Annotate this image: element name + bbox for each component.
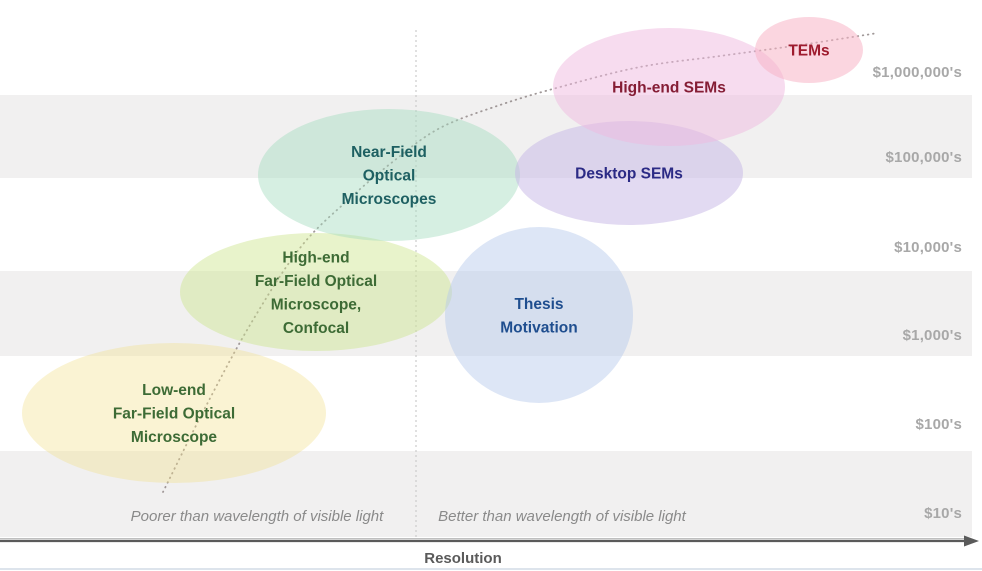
price-band-label-3: $1,000's: [902, 327, 962, 344]
price-band-2: [0, 178, 972, 271]
x-axis-title: Resolution: [424, 550, 502, 567]
price-band-4: [0, 356, 972, 451]
bubble-near-field-optical-microscopes: [258, 109, 520, 241]
price-band-label-0: $1,000,000's: [872, 64, 962, 81]
bubble-high-end-far-field-optical-microscope-confocal: [180, 233, 452, 351]
bubble-label-high-end-sems: High-end SEMs: [612, 80, 726, 97]
bubble-label-desktop-sems: Desktop SEMs: [575, 166, 683, 183]
x-axis-arrowhead-icon: [964, 535, 979, 547]
x-region-label-better: Better than wavelength of visible light: [438, 508, 686, 525]
bubble-desktop-sems: [515, 121, 743, 225]
price-bands: [0, 95, 972, 537]
bubble-high-end-sems: [553, 28, 785, 146]
price-band-3: [0, 271, 972, 356]
bubble-tems: [755, 17, 863, 83]
bubble-low-end-far-field-optical-microscope: [22, 343, 326, 483]
bubble-label-tems: TEMs: [788, 43, 829, 60]
bubble-label-thesis-motivation: Thesis Motivation: [500, 296, 578, 337]
bubble-label-high-end-far-field-optical-microscope-confocal: High-end Far-Field Optical Microscope, Conf…: [255, 249, 377, 337]
price-band-label-1: $100,000's: [885, 149, 962, 166]
slide-bottom-edge: [0, 568, 982, 570]
price-band-5: [0, 451, 972, 537]
x-region-label-poorer: Poorer than wavelength of visible light: [130, 508, 384, 525]
price-band-label-4: $100's: [915, 416, 962, 433]
price-band-label-2: $10,000's: [894, 239, 962, 256]
price-band-label-5: $10's: [924, 505, 962, 522]
bubble-label-low-end-far-field-optical-microscope: Low-end Far-Field Optical Microscope: [113, 382, 235, 446]
bubble-label-near-field-optical-microscopes: Near-Field Optical Microscopes: [342, 144, 437, 208]
bubble-thesis-motivation: [445, 227, 633, 403]
